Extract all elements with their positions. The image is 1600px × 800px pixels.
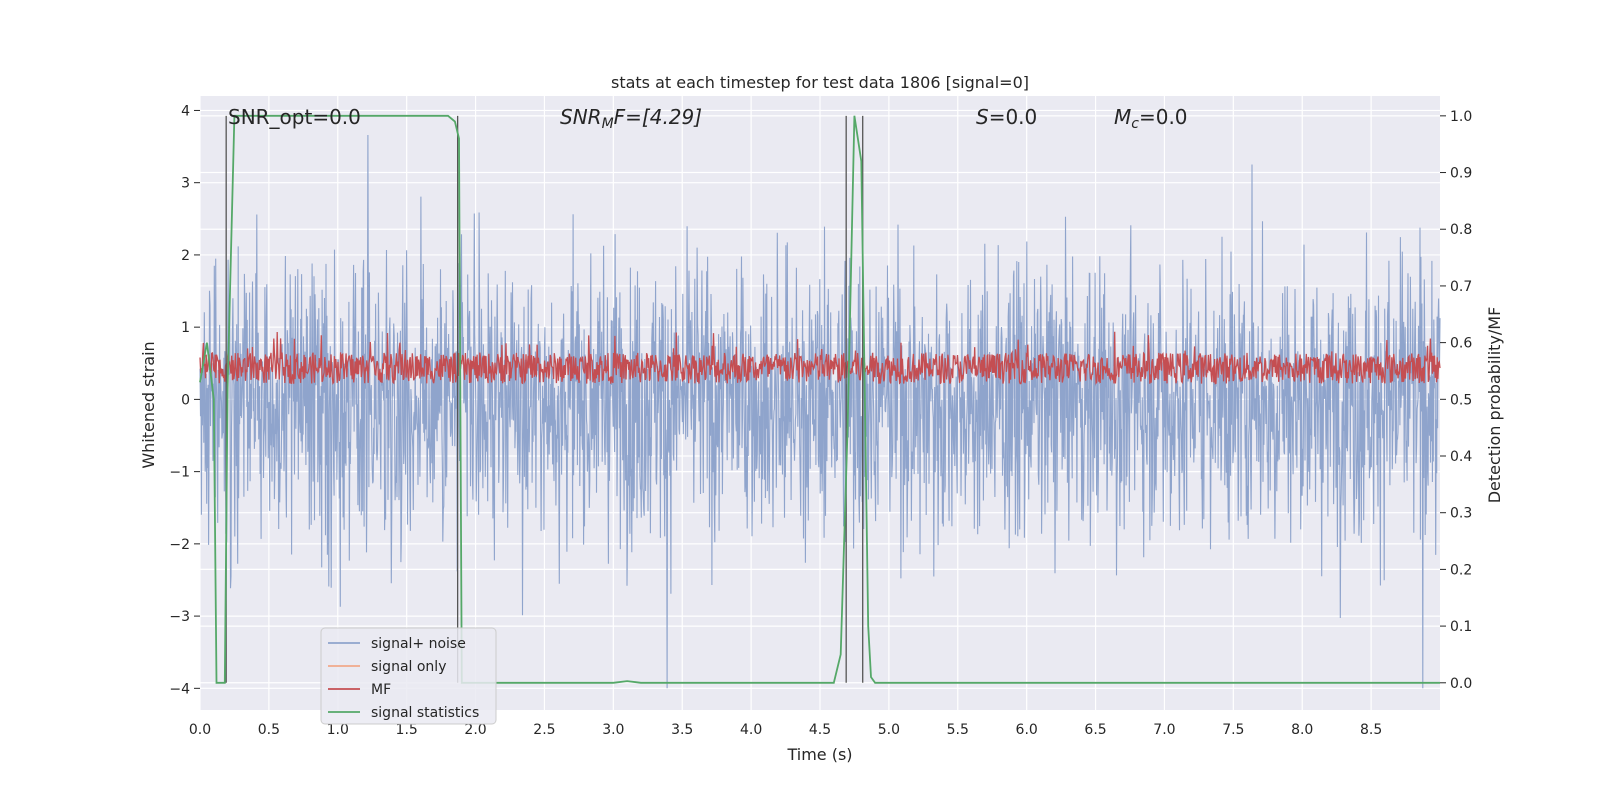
y-left-tick-label: −1 [169,465,190,481]
line-mf [199,331,1441,386]
x-tick-label: 8.5 [1360,722,1382,738]
annotation-snr-mf: SNRMF=[4.29] [560,105,702,132]
line-signal-statistics [199,114,1440,684]
legend-label: signal+ noise [371,636,466,652]
y-right-tick-label: 0.6 [1450,336,1472,352]
y-right-tick-label: 0.8 [1450,222,1472,238]
legend-label: signal statistics [371,705,479,721]
x-axis-ticks: 0.0 0.5 1.0 1.5 2.0 2.5 3.0 3.5 4.0 4.5 5.0 5.5 6.0 6… [189,722,1382,738]
x-tick-label: 2.5 [533,722,555,738]
x-tick-label: 3.5 [671,722,693,738]
y-right-axis-title: Detection probability/MF [1485,307,1504,504]
series-signal-statistics [199,114,1440,684]
y-left-tick-label: 2 [181,248,190,264]
x-tick-label: 1.0 [327,722,349,738]
series-mf [199,331,1441,386]
y-right-tick-label: 0.0 [1450,676,1472,692]
y-right-tick-label: 0.7 [1450,279,1472,295]
annotation-snr-opt: SNR_opt=0.0 [228,105,361,129]
legend-label: MF [371,682,391,698]
y-left-axis-title: Whitened strain [139,341,158,468]
annotation-s: S=0.0 [976,105,1037,129]
x-tick-label: 0.5 [258,722,280,738]
y-right-tick-label: 0.2 [1450,562,1472,578]
x-tick-label: 6.0 [1016,722,1038,738]
y-right-axis-ticks: 0.0 0.1 0.2 0.3 0.4 0.5 0.6 0.7 0.8 0.9 1.0 [1440,109,1472,692]
line-signal-noise [199,134,1441,689]
y-left-tick-label: −4 [169,681,190,697]
legend-label: signal only [371,659,446,675]
y-right-tick-label: 0.9 [1450,166,1472,182]
y-right-tick-label: 0.1 [1450,619,1472,635]
y-left-tick-label: 3 [181,176,190,192]
x-tick-label: 5.5 [947,722,969,738]
y-right-tick-label: 1.0 [1450,109,1472,125]
x-tick-label: 7.0 [1153,722,1175,738]
legend: signal+ noise signal only MF signal statist… [320,627,497,725]
y-left-tick-label: 1 [181,320,190,336]
x-tick-label: 7.5 [1222,722,1244,738]
y-right-tick-label: 0.4 [1450,449,1472,465]
y-right-tick-label: 0.5 [1450,392,1472,408]
y-left-tick-label: −3 [169,609,190,625]
y-left-tick-label: 4 [181,103,190,119]
x-tick-label: 4.5 [809,722,831,738]
y-left-axis-ticks: −4 −3 −2 −1 0 1 2 3 4 [169,103,200,697]
chart-title: stats at each timestep for test data 180… [611,73,1029,92]
y-left-tick-label: −2 [169,537,190,553]
x-axis-title: Time (s) [786,745,852,764]
x-tick-label: 0.0 [189,722,211,738]
x-tick-label: 3.0 [602,722,624,738]
series-signal-noise [199,134,1441,689]
x-tick-label: 1.5 [396,722,418,738]
x-tick-label: 2.0 [464,722,486,738]
x-tick-label: 4.0 [740,722,762,738]
legend-box [320,627,497,725]
x-tick-label: 6.5 [1084,722,1106,738]
x-tick-label: 8.0 [1291,722,1313,738]
y-right-tick-label: 0.3 [1450,506,1472,522]
x-tick-label: 5.0 [878,722,900,738]
y-left-tick-label: 0 [181,392,190,408]
annotation-mc: Mc=0.0 [1114,105,1188,132]
